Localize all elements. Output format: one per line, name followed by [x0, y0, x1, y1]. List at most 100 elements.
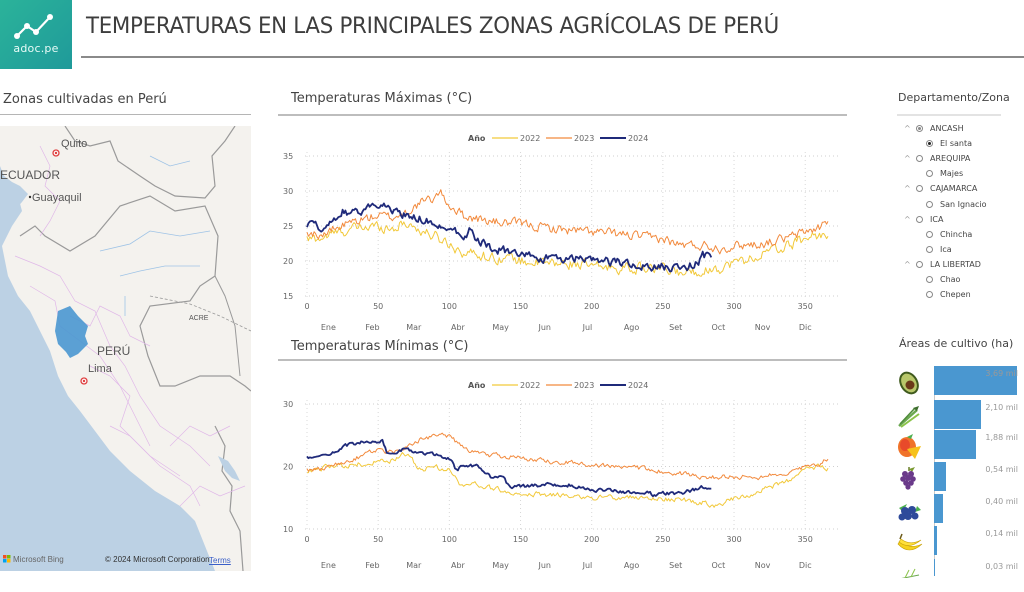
map-label-acre: ACRE	[189, 315, 209, 322]
radio-button[interactable]	[916, 185, 923, 193]
series-line-2022[interactable]	[306, 220, 829, 277]
x-tick-label: 200	[584, 535, 599, 544]
y-tick-label: 30	[283, 187, 293, 196]
crop-area-bar[interactable]	[934, 559, 935, 576]
title-divider	[81, 56, 1024, 58]
crop-area-value: 3,69 mil	[985, 369, 1018, 378]
radio-button[interactable]	[926, 276, 933, 283]
legend-label-2024[interactable]: 2024	[628, 134, 648, 143]
month-label: Feb	[365, 323, 379, 332]
slicer-zone-item[interactable]: Chao	[926, 275, 960, 284]
series-line-2024[interactable]	[306, 438, 712, 498]
map-canvas[interactable]	[0, 126, 251, 571]
slicer-department-item[interactable]: ^ ANCASH	[904, 124, 964, 133]
x-tick-label: 100	[442, 302, 457, 311]
month-label: Set	[669, 323, 682, 332]
slicer-divider	[897, 114, 1001, 116]
radio-button[interactable]	[926, 291, 933, 299]
collapse-caret-icon[interactable]: ^	[904, 259, 911, 269]
slicer-zone-item[interactable]: Chepen	[926, 290, 971, 299]
y-tick-label: 20	[283, 257, 293, 266]
collapse-caret-icon[interactable]: ^	[904, 214, 911, 224]
x-tick-label: 300	[726, 302, 741, 311]
slicer-department-item[interactable]: ^ LA LIBERTAD	[904, 260, 981, 269]
legend-label-2022[interactable]: 2022	[520, 381, 540, 390]
slicer-zone-item[interactable]: Majes	[926, 169, 963, 178]
month-label: Dic	[799, 561, 812, 570]
max-temperature-chart[interactable]: 15 20 25 30 35 0 50 100 150 200 250 300 350 Ene Feb Mar…	[280, 124, 840, 336]
crop-area-bar[interactable]	[934, 494, 943, 523]
slicer-zone-item[interactable]: El santa	[926, 139, 972, 148]
slicer-department-item[interactable]: ^ AREQUIPA	[904, 154, 970, 163]
gulf-water	[0, 166, 28, 236]
collapse-caret-icon[interactable]: ^	[904, 154, 911, 164]
slicer-department-item[interactable]: ^ CAJAMARCA	[904, 184, 977, 193]
avocado-icon	[895, 368, 923, 396]
legend-label-2022[interactable]: 2022	[520, 134, 540, 143]
x-tick-label: 350	[798, 535, 813, 544]
crop-area-row: 0,40 mil	[895, 494, 1024, 527]
x-tick-label: 100	[442, 535, 457, 544]
map-label-lima: Lima	[88, 363, 112, 375]
collapse-caret-icon[interactable]: ^	[904, 124, 911, 133]
series-line-2022[interactable]	[306, 452, 829, 508]
slicer-item-label: AREQUIPA	[930, 154, 971, 164]
collapse-caret-icon[interactable]: ^	[904, 184, 911, 194]
month-label: Abr	[451, 561, 466, 570]
legend-label-2023[interactable]: 2023	[574, 381, 594, 390]
month-label: Oct	[711, 561, 725, 570]
slicer-department-item[interactable]: ^ ICA	[904, 215, 943, 224]
crop-area-bar[interactable]	[934, 526, 938, 555]
legend-label-2024[interactable]: 2024	[628, 381, 648, 390]
terms-link[interactable]: Terms	[209, 556, 231, 565]
radio-button[interactable]	[926, 140, 933, 148]
crop-area-bar[interactable]	[934, 462, 947, 491]
page-title: TEMPERATURAS EN LAS PRINCIPALES ZONAS AG…	[86, 14, 779, 39]
adoc-logo: adoc.pe	[0, 0, 72, 69]
asparagus-icon	[895, 402, 923, 430]
month-label: Ene	[321, 323, 336, 332]
slicer-item-label: El santa	[940, 139, 972, 149]
slicer-item-label: San Ignacio	[940, 199, 987, 209]
radio-button[interactable]	[926, 200, 933, 208]
crop-area-value: 2,10 mil	[985, 403, 1018, 412]
month-label: Jul	[582, 561, 593, 570]
highlighted-zone[interactable]	[55, 306, 88, 358]
x-tick-label: 150	[513, 302, 528, 311]
radio-button[interactable]	[916, 260, 923, 268]
crop-area-bar[interactable]	[934, 430, 977, 459]
radio-button[interactable]	[926, 170, 933, 178]
y-tick-label: 25	[283, 222, 293, 231]
map-label-ecuador: ECUADOR	[0, 168, 61, 182]
slicer-item-label: CAJAMARCA	[930, 184, 978, 194]
slicer-item-label: Chincha	[940, 229, 973, 239]
y-tick-label: 30	[283, 400, 293, 409]
crop-area-row: 1,88 mil	[895, 430, 1024, 463]
crop-area-bar[interactable]	[934, 366, 1017, 395]
radio-button[interactable]	[916, 125, 923, 132]
min-chart-title: Temperaturas Mínimas (°C)	[291, 339, 469, 354]
legend-label-2023[interactable]: 2023	[574, 134, 594, 143]
crop-area-bar[interactable]	[934, 400, 982, 429]
slicer-title: Departamento/Zona	[898, 91, 1010, 104]
radio-button[interactable]	[916, 155, 923, 163]
series-line-2023[interactable]	[306, 189, 829, 255]
month-label: Oct	[711, 323, 725, 332]
slicer-zone-item[interactable]: San Ignacio	[926, 200, 987, 209]
radio-button[interactable]	[926, 245, 933, 253]
slicer-zone-item[interactable]: Ica	[926, 245, 952, 254]
radio-button[interactable]	[916, 215, 923, 223]
slicer-zone-item[interactable]: Chincha	[926, 230, 972, 239]
border-line	[214, 425, 244, 571]
month-label: Jun	[537, 561, 551, 570]
map[interactable]: Quito ECUADOR Guayaquil ACRE PERÚ Lima M…	[0, 126, 251, 571]
series-line-2023[interactable]	[306, 432, 829, 481]
radio-button[interactable]	[926, 230, 933, 238]
min-temperature-chart[interactable]: 10 20 30 0 50 100 150 200 250 300 350 Ene Feb Mar Abr M…	[280, 372, 840, 576]
series-line-2024[interactable]	[306, 202, 713, 273]
month-label: Feb	[365, 561, 379, 570]
min-chart-divider	[278, 359, 847, 361]
map-label-peru: PERÚ	[97, 344, 131, 358]
